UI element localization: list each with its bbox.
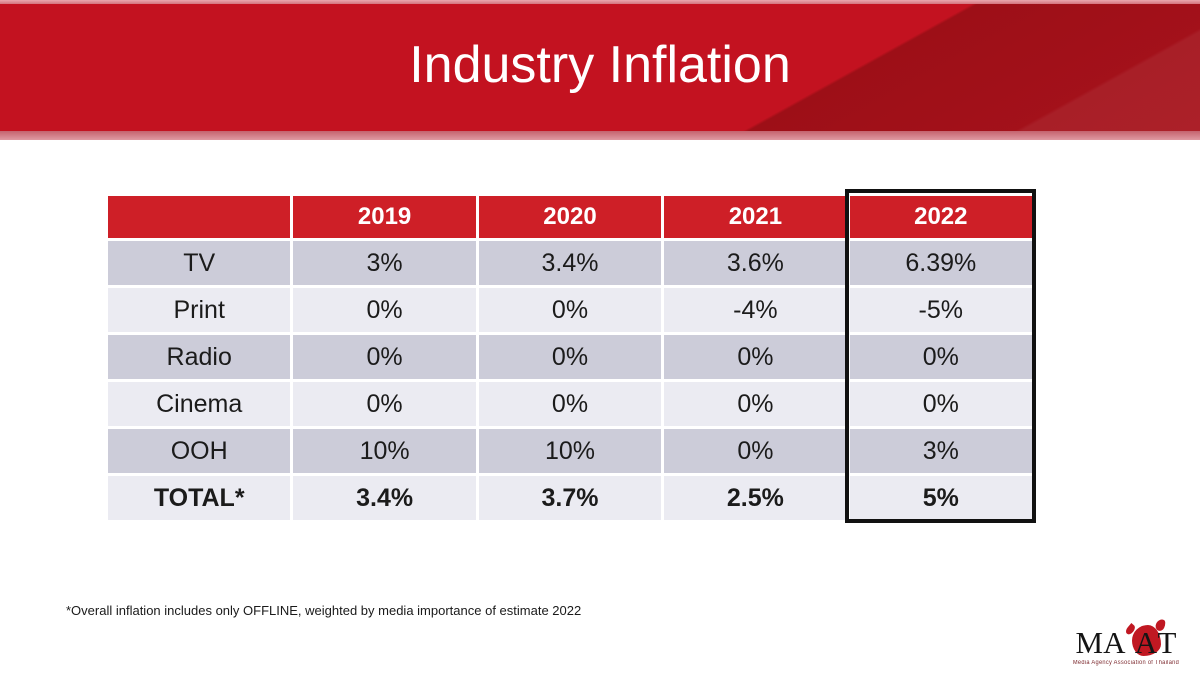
logo-text-t: T — [1157, 625, 1177, 660]
cell-tv-2022: 6.39% — [849, 241, 1032, 285]
title-banner: Industry Inflation — [0, 0, 1200, 140]
cell-radio-2020: 0% — [478, 335, 662, 379]
banner-main: Industry Inflation — [0, 4, 1200, 131]
row-label-print: Print — [108, 288, 291, 332]
slide-title: Industry Inflation — [409, 35, 791, 94]
cell-print-2021: -4% — [664, 288, 847, 332]
cell-cinema-2019: 0% — [293, 382, 476, 426]
column-header-2019: 2019 — [293, 196, 476, 238]
banner-bottom-edge — [0, 131, 1200, 140]
cell-ooh-2022: 3% — [849, 429, 1032, 473]
cell-print-2022: -5% — [849, 288, 1032, 332]
cell-tv-2021: 3.6% — [664, 241, 847, 285]
row-label-total: TOTAL* — [108, 476, 291, 520]
cell-ooh-2021: 0% — [664, 429, 847, 473]
cell-cinema-2021: 0% — [664, 382, 847, 426]
column-header-2021: 2021 — [664, 196, 847, 238]
cell-tv-2019: 3% — [293, 241, 476, 285]
cell-ooh-2019: 10% — [293, 429, 476, 473]
cell-tv-2020: 3.4% — [478, 241, 662, 285]
cell-total-2020: 3.7% — [478, 476, 662, 520]
row-label-cinema: Cinema — [108, 382, 291, 426]
cell-ooh-2020: 10% — [478, 429, 662, 473]
footnote: *Overall inflation includes only OFFLINE… — [66, 603, 582, 618]
cell-total-2021: 2.5% — [664, 476, 847, 520]
column-header-2022: 2022 — [849, 196, 1032, 238]
maat-logo: MA A T Media Agency Association of Thail… — [1066, 623, 1186, 666]
logo-red-splash-icon: A — [1131, 625, 1161, 660]
row-label-radio: Radio — [108, 335, 291, 379]
cell-radio-2019: 0% — [293, 335, 476, 379]
cell-print-2019: 0% — [293, 288, 476, 332]
cell-total-2019: 3.4% — [293, 476, 476, 520]
maat-logo-wordmark: MA A T — [1066, 623, 1186, 660]
cell-total-2022: 5% — [849, 476, 1032, 520]
cell-cinema-2022: 0% — [849, 382, 1032, 426]
banner-top-edge — [0, 0, 1200, 4]
logo-caption: Media Agency Association of Thailand — [1072, 660, 1180, 666]
cell-radio-2021: 0% — [664, 335, 847, 379]
corner-header-cell — [108, 196, 291, 238]
column-header-2020: 2020 — [478, 196, 662, 238]
cell-radio-2022: 0% — [849, 335, 1032, 379]
cell-cinema-2020: 0% — [478, 382, 662, 426]
cell-print-2020: 0% — [478, 288, 662, 332]
logo-text-a: A — [1134, 625, 1158, 660]
logo-text-ma: MA — [1075, 625, 1126, 660]
row-label-tv: TV — [108, 241, 291, 285]
row-label-ooh: OOH — [108, 429, 291, 473]
inflation-table: 2019 2020 2021 2022 TV 3% 3.4% 3.6% 6.39… — [108, 196, 1032, 520]
